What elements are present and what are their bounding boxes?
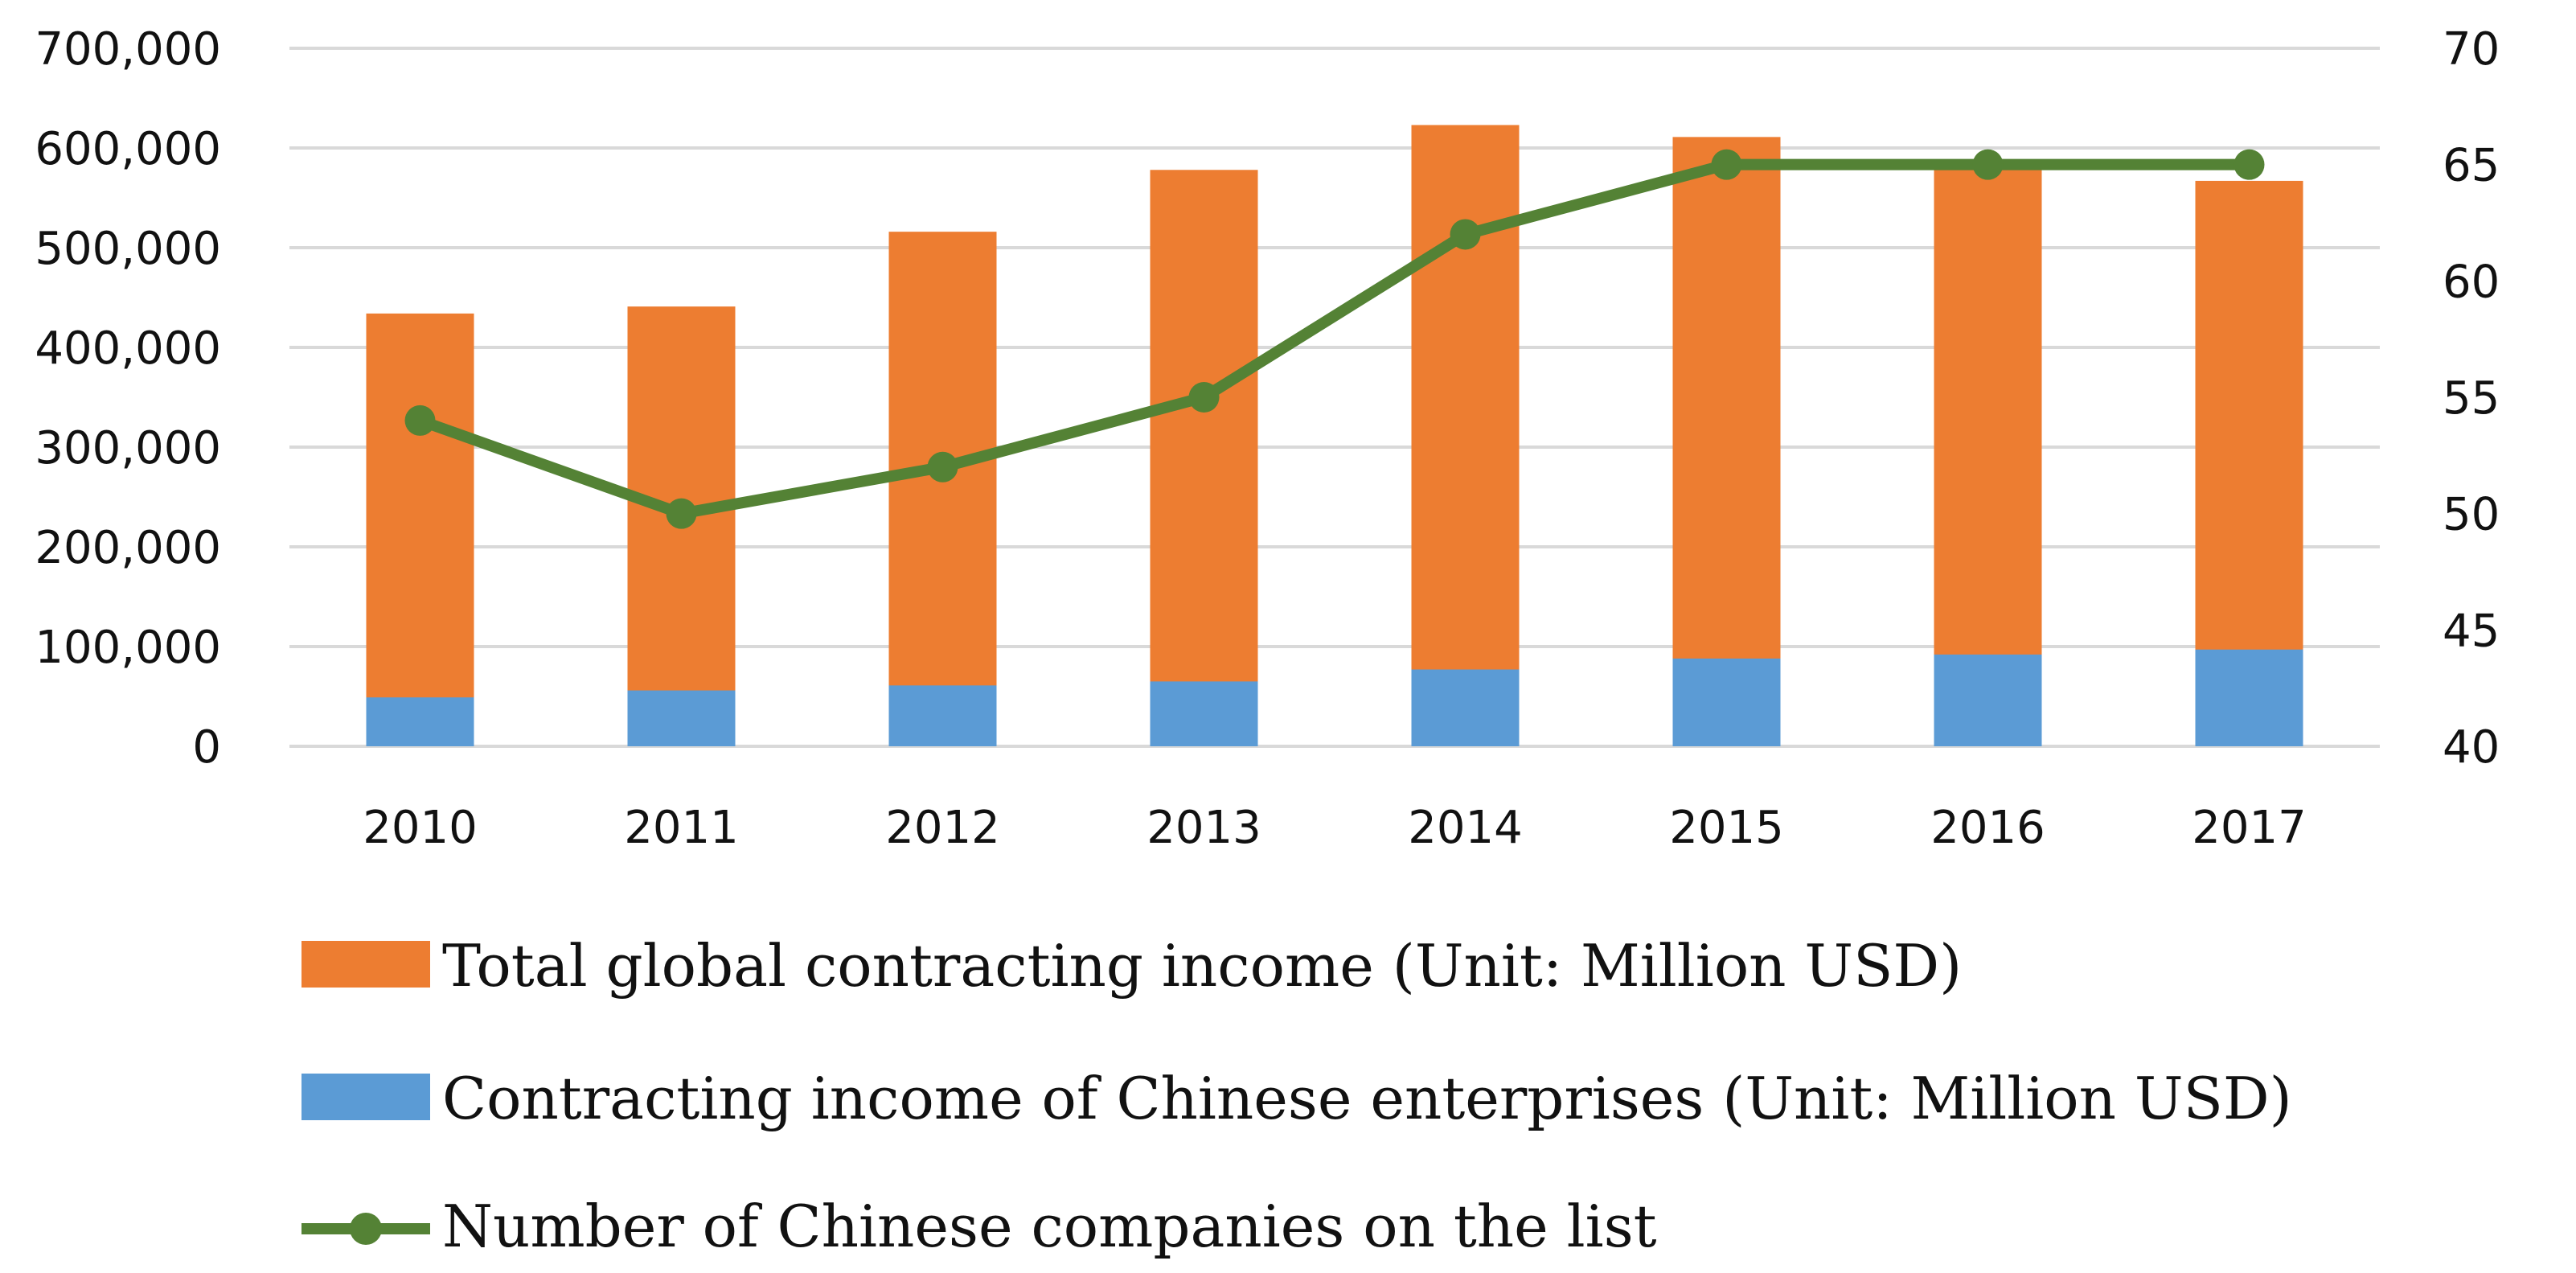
- y-right-tick-label: 65: [2443, 140, 2500, 192]
- y-left-tick-label: 400,000: [35, 322, 221, 375]
- legend-swatch-chinese-income: [301, 1074, 430, 1120]
- chinese-income-bars: [366, 649, 2303, 746]
- bar-chinese-income: [1672, 658, 1781, 746]
- x-tick-label: 2010: [363, 802, 478, 854]
- left-y-axis: 0 100,000 200,000 300,000 400,000 500,000 600,…: [35, 23, 221, 774]
- bar-chinese-income: [366, 697, 474, 746]
- y-left-tick-label: 300,000: [35, 422, 221, 474]
- legend-label-chinese-income: Contracting income of Chinese enterprise…: [442, 1065, 2292, 1132]
- total-income-bars: [366, 125, 2303, 747]
- company-count-line: [404, 149, 2265, 529]
- point-company-count: [1188, 382, 1220, 413]
- x-tick-label: 2016: [1930, 802, 2045, 854]
- y-left-tick-label: 0: [192, 721, 221, 774]
- bar-chinese-income: [627, 690, 736, 746]
- bar-total-income: [366, 313, 474, 747]
- point-company-count: [2233, 149, 2265, 180]
- y-right-tick-label: 40: [2443, 721, 2500, 774]
- legend-marker-company-count: [350, 1213, 382, 1245]
- y-right-tick-label: 60: [2443, 256, 2500, 308]
- bar-chinese-income: [1411, 669, 1520, 746]
- legend: Total global contracting income (Unit: M…: [301, 932, 2292, 1260]
- bar-chinese-income: [1150, 681, 1258, 746]
- y-left-tick-label: 600,000: [35, 123, 221, 175]
- legend-label-total-income: Total global contracting income (Unit: M…: [442, 932, 1962, 1000]
- point-company-count: [1450, 219, 1481, 250]
- bar-total-income: [1150, 170, 1258, 746]
- right-y-axis: 40 45 50 55 60 65 70: [2443, 23, 2500, 774]
- bar-total-income: [1672, 137, 1781, 747]
- y-right-tick-label: 50: [2443, 489, 2500, 541]
- x-tick-label: 2011: [624, 802, 739, 854]
- bar-chinese-income: [888, 685, 997, 746]
- y-left-tick-label: 500,000: [35, 223, 221, 275]
- bar-chinese-income: [1934, 654, 2042, 746]
- legend-swatch-total-income: [301, 941, 430, 988]
- y-left-tick-label: 200,000: [35, 522, 221, 574]
- x-tick-label: 2014: [1408, 802, 1523, 854]
- point-company-count: [927, 451, 958, 483]
- point-company-count: [1972, 149, 2004, 180]
- x-tick-label: 2015: [1669, 802, 1784, 854]
- bar-total-income: [1934, 167, 2042, 747]
- point-company-count: [1711, 149, 1742, 180]
- legend-item-total-income: Total global contracting income (Unit: M…: [301, 932, 1962, 1000]
- x-tick-label: 2017: [2192, 802, 2307, 854]
- legend-label-company-count: Number of Chinese companies on the list: [442, 1193, 1657, 1260]
- y-right-tick-label: 45: [2443, 605, 2500, 657]
- point-company-count: [666, 498, 697, 529]
- x-axis: 2010 2011 2012 2013 2014 2015 2016 2017: [363, 802, 2307, 854]
- bar-total-income: [888, 232, 997, 746]
- y-right-tick-label: 70: [2443, 23, 2500, 76]
- gridlines: [289, 47, 2380, 748]
- y-left-tick-label: 700,000: [35, 23, 221, 76]
- legend-item-chinese-income: Contracting income of Chinese enterprise…: [301, 1065, 2292, 1132]
- point-company-count: [404, 404, 436, 436]
- bar-chinese-income: [2195, 649, 2303, 746]
- legend-item-company-count: Number of Chinese companies on the list: [301, 1193, 1657, 1260]
- x-tick-label: 2013: [1146, 802, 1261, 854]
- y-right-tick-label: 55: [2443, 372, 2500, 425]
- bar-total-income: [1411, 125, 1520, 747]
- line-company-count: [414, 158, 2255, 519]
- x-tick-label: 2012: [885, 802, 1000, 854]
- y-left-tick-label: 100,000: [35, 622, 221, 674]
